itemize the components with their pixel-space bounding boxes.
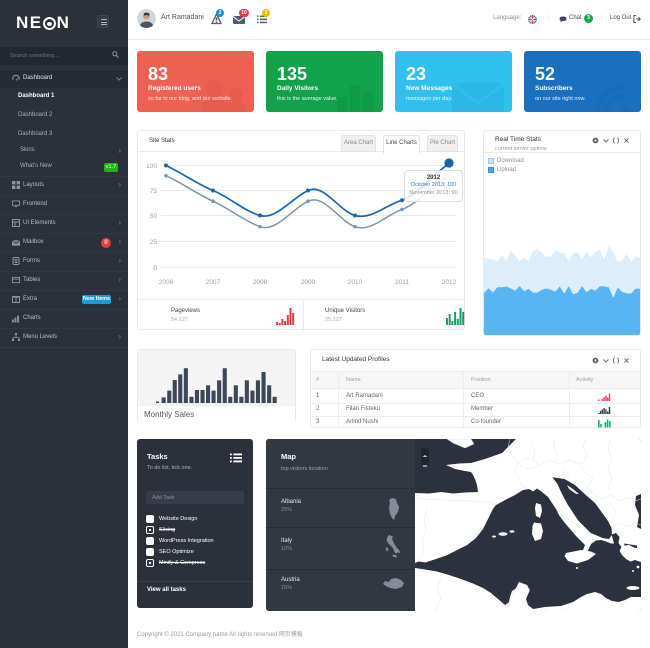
svg-text:2008: 2008 (253, 279, 268, 286)
svg-text:2009: 2009 (301, 279, 316, 286)
svg-text:0: 0 (153, 265, 157, 272)
svg-text:2012: 2012 (442, 279, 457, 286)
svg-text:2010: 2010 (348, 279, 363, 286)
svg-text:100: 100 (146, 163, 157, 170)
svg-text:2006: 2006 (159, 279, 174, 286)
svg-text:75: 75 (150, 188, 158, 195)
svg-text:25: 25 (150, 239, 158, 246)
svg-text:2011: 2011 (395, 279, 409, 286)
svg-text:50: 50 (150, 213, 158, 220)
svg-text:2007: 2007 (206, 279, 221, 286)
